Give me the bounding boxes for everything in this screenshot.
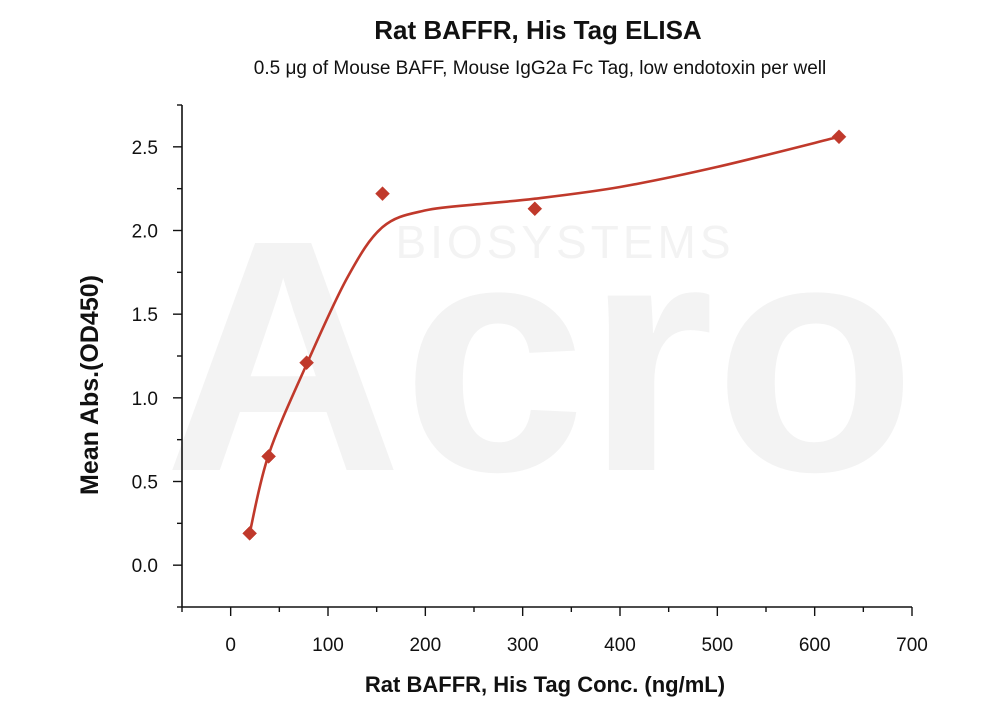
x-axis-label: Rat BAFFR, His Tag Conc. (ng/mL): [365, 672, 725, 697]
data-points: [242, 129, 847, 541]
watermark-sub: BIOSYSTEMS: [395, 216, 734, 268]
ticks: 0 100 200 300 400 500 600 700 0.0 0.5 1.0 1.5 2.0 2.5: [132, 104, 928, 656]
x-tick-label: 400: [604, 635, 636, 656]
y-tick-label: 0.5: [132, 473, 158, 494]
x-tick-label: 600: [799, 635, 831, 656]
data-point: [261, 449, 276, 464]
y-tick-label: 2.5: [132, 138, 158, 159]
watermark: Acro BIOSYSTEMS: [164, 171, 916, 540]
y-tick-label: 2.0: [132, 222, 158, 243]
chart-subtitle: 0.5 μg of Mouse BAFF, Mouse IgG2a Fc Tag…: [254, 58, 826, 79]
x-tick-label: 700: [896, 635, 928, 656]
data-point: [527, 201, 543, 217]
watermark-brand: Acro: [164, 171, 916, 540]
y-tick-label: 1.0: [132, 389, 158, 410]
x-tick-label: 0: [225, 635, 236, 656]
x-tick-label: 100: [312, 635, 344, 656]
x-tick-label: 300: [507, 635, 539, 656]
x-tick-label: 200: [409, 635, 441, 656]
data-point: [299, 355, 314, 371]
fit-curve-line: [248, 135, 840, 534]
fit-curve: [248, 135, 840, 534]
data-point: [375, 186, 390, 202]
y-tick-label: 1.5: [132, 305, 158, 326]
data-point: [242, 526, 258, 541]
x-tick-label: 500: [701, 635, 733, 656]
y-axis-label: Mean Abs.(OD450): [76, 275, 104, 495]
data-point: [831, 129, 847, 145]
chart-title: Rat BAFFR, His Tag ELISA: [374, 15, 702, 45]
y-tick-label: 0.0: [132, 556, 158, 577]
